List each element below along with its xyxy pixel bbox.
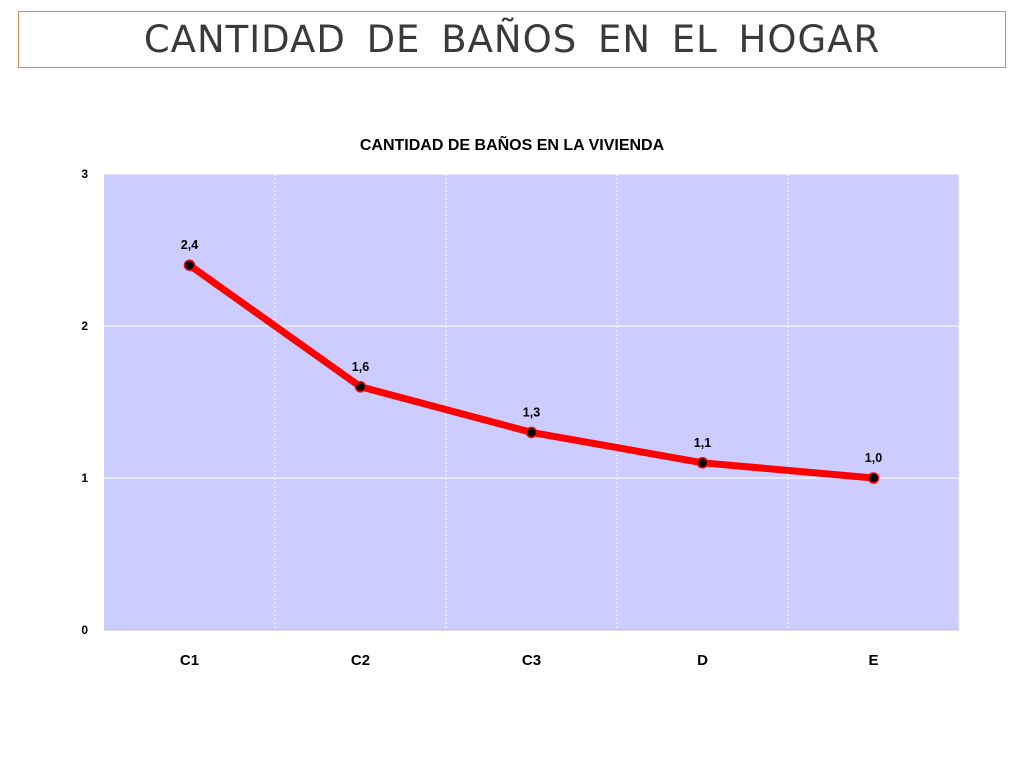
y-tick-label: 3 — [81, 167, 88, 181]
x-tick-label: C2 — [351, 652, 370, 669]
grid-lines — [104, 173, 960, 630]
x-tick-label: C1 — [180, 652, 199, 669]
data-label: 2,4 — [181, 238, 198, 252]
data-point-marker — [696, 457, 709, 469]
y-tick-label: 1 — [81, 471, 88, 485]
slide-title: CANTIDAD DE BAÑOS EN EL HOGAR — [143, 18, 881, 61]
slide-title-box: CANTIDAD DE BAÑOS EN EL HOGAR — [18, 11, 1006, 68]
y-tick-label: 2 — [81, 319, 88, 333]
plot-area — [104, 174, 959, 630]
x-axis-ticks: C1 C2 C3 D E — [180, 652, 879, 669]
x-tick-label: E — [868, 652, 878, 669]
y-axis-ticks: 0 1 2 3 — [81, 167, 88, 637]
data-label: 1,3 — [523, 405, 540, 419]
data-label: 1,0 — [865, 451, 882, 465]
x-tick-label: D — [697, 652, 708, 669]
data-point-marker — [354, 381, 367, 393]
data-point-marker — [867, 472, 880, 484]
series-layer: 2,4 1,6 1,3 1,1 1,0 — [181, 238, 882, 484]
data-point-marker — [525, 426, 538, 439]
chart-title: CANTIDAD DE BAÑOS EN LA VIVIENDA — [360, 134, 665, 154]
y-tick-label: 0 — [81, 623, 88, 637]
data-point-marker — [183, 259, 196, 271]
data-label: 1,6 — [352, 360, 369, 374]
x-tick-label: C3 — [522, 652, 541, 669]
data-label: 1,1 — [694, 436, 711, 450]
